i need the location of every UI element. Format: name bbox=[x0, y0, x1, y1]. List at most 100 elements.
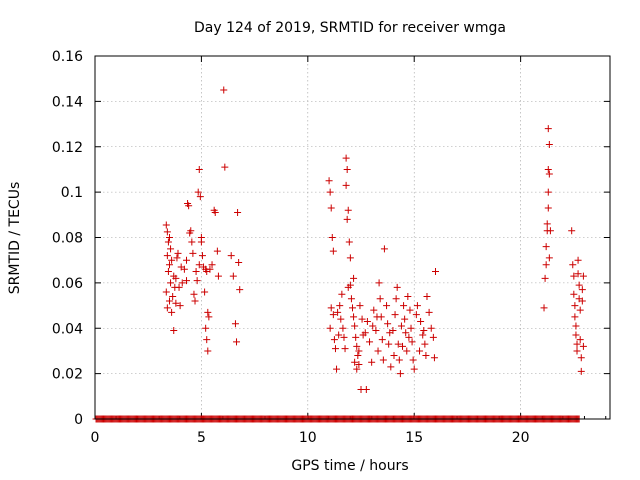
data-point bbox=[170, 327, 178, 335]
data-point bbox=[208, 261, 216, 269]
data-point bbox=[573, 347, 581, 355]
data-point bbox=[545, 170, 553, 178]
data-point bbox=[326, 188, 334, 196]
data-point bbox=[165, 261, 173, 269]
data-point bbox=[576, 336, 584, 344]
data-point bbox=[372, 327, 380, 335]
data-point bbox=[572, 331, 580, 339]
data-point bbox=[368, 358, 376, 366]
data-point bbox=[406, 306, 414, 314]
data-point bbox=[331, 345, 339, 353]
data-point bbox=[173, 254, 181, 262]
data-point bbox=[431, 268, 439, 276]
data-point bbox=[334, 308, 342, 316]
data-point bbox=[189, 249, 197, 257]
data-point bbox=[211, 209, 219, 217]
data-point bbox=[344, 206, 352, 214]
data-point bbox=[544, 125, 552, 133]
data-point bbox=[236, 286, 244, 294]
data-point bbox=[340, 333, 348, 341]
data-point bbox=[165, 234, 173, 241]
data-point bbox=[231, 320, 239, 328]
data-point bbox=[578, 286, 586, 294]
data-point bbox=[165, 297, 173, 305]
data-point bbox=[167, 279, 175, 287]
data-point bbox=[162, 221, 170, 229]
data-point bbox=[569, 261, 577, 269]
data-point bbox=[346, 254, 354, 262]
x-axis-label: GPS time / hours bbox=[291, 458, 408, 474]
data-point bbox=[573, 340, 581, 348]
data-point bbox=[373, 313, 381, 321]
data-point bbox=[169, 292, 177, 300]
data-point bbox=[234, 209, 242, 217]
data-point bbox=[399, 342, 407, 350]
data-point bbox=[425, 308, 433, 316]
data-point bbox=[328, 234, 336, 241]
data-point bbox=[395, 356, 403, 364]
data-point bbox=[570, 272, 578, 280]
data-point bbox=[427, 324, 435, 332]
data-point bbox=[544, 165, 552, 173]
data-point bbox=[195, 165, 203, 173]
data-point bbox=[202, 324, 210, 332]
data-point bbox=[351, 358, 359, 366]
data-point bbox=[183, 277, 191, 285]
y-tick-label: 0.02 bbox=[52, 367, 83, 383]
data-point bbox=[168, 308, 176, 316]
data-point bbox=[378, 336, 386, 344]
data-point bbox=[204, 308, 212, 316]
data-point bbox=[351, 322, 359, 330]
data-point bbox=[203, 336, 211, 344]
data-point bbox=[227, 252, 235, 260]
data-point bbox=[163, 304, 171, 312]
data-point bbox=[164, 268, 172, 276]
y-tick-label: 0.12 bbox=[52, 140, 83, 156]
data-point bbox=[375, 279, 383, 287]
data-point bbox=[350, 313, 358, 321]
data-point bbox=[396, 370, 404, 378]
data-point bbox=[221, 163, 229, 171]
data-point bbox=[417, 317, 425, 325]
data-point bbox=[430, 354, 438, 362]
data-point bbox=[183, 256, 191, 264]
data-point bbox=[570, 290, 578, 298]
data-point bbox=[345, 238, 353, 246]
data-point bbox=[333, 365, 341, 373]
chart-title: Day 124 of 2019, SRMTID for receiver wmg… bbox=[194, 20, 506, 36]
data-point bbox=[355, 361, 363, 369]
data-points bbox=[162, 86, 587, 394]
data-point bbox=[540, 304, 548, 312]
data-point bbox=[401, 315, 409, 323]
data-point bbox=[204, 347, 212, 355]
data-point bbox=[325, 177, 333, 185]
data-point bbox=[379, 356, 387, 364]
data-point bbox=[366, 338, 374, 346]
data-point bbox=[172, 299, 180, 307]
data-point bbox=[394, 340, 402, 348]
data-point bbox=[347, 295, 355, 303]
y-tick-label: 0.14 bbox=[52, 94, 83, 110]
data-point bbox=[341, 345, 349, 353]
data-point bbox=[408, 338, 416, 346]
data-point bbox=[163, 252, 171, 260]
data-point bbox=[391, 311, 399, 319]
data-point bbox=[327, 204, 335, 212]
data-point bbox=[579, 342, 587, 350]
data-point bbox=[338, 290, 346, 298]
data-point bbox=[233, 338, 241, 346]
data-point bbox=[397, 322, 405, 330]
data-point bbox=[198, 252, 206, 260]
data-point bbox=[205, 313, 213, 321]
data-point bbox=[162, 288, 170, 296]
data-point bbox=[409, 356, 417, 364]
data-point bbox=[327, 304, 335, 312]
data-point bbox=[355, 347, 363, 355]
data-point bbox=[201, 288, 209, 296]
data-point bbox=[362, 386, 370, 394]
data-point bbox=[542, 243, 550, 251]
data-point bbox=[544, 204, 552, 212]
data-point bbox=[193, 277, 201, 285]
data-point bbox=[385, 340, 393, 348]
data-point bbox=[349, 304, 356, 312]
